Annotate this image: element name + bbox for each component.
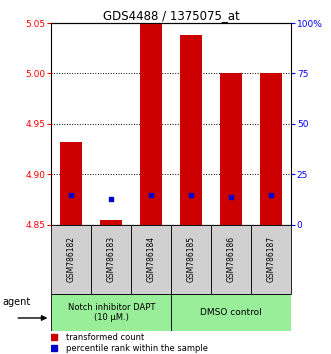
FancyBboxPatch shape — [171, 294, 291, 331]
Text: percentile rank within the sample: percentile rank within the sample — [66, 344, 208, 353]
Bar — [180, 35, 202, 225]
Text: GSM786183: GSM786183 — [107, 236, 116, 282]
FancyBboxPatch shape — [211, 225, 251, 294]
Text: GSM786184: GSM786184 — [147, 236, 156, 282]
Text: GSM786186: GSM786186 — [227, 236, 236, 282]
FancyBboxPatch shape — [171, 225, 211, 294]
FancyBboxPatch shape — [131, 225, 171, 294]
Bar — [100, 220, 122, 225]
Bar — [140, 23, 162, 225]
Text: agent: agent — [3, 297, 31, 307]
Bar — [60, 142, 82, 225]
Text: GSM786182: GSM786182 — [67, 236, 76, 282]
Bar — [260, 73, 282, 225]
FancyBboxPatch shape — [91, 225, 131, 294]
FancyBboxPatch shape — [51, 294, 171, 331]
Text: DMSO control: DMSO control — [200, 308, 262, 317]
Text: GSM786185: GSM786185 — [187, 236, 196, 282]
Text: transformed count: transformed count — [66, 333, 144, 342]
Text: Notch inhibitor DAPT
(10 μM.): Notch inhibitor DAPT (10 μM.) — [68, 303, 155, 322]
FancyBboxPatch shape — [251, 225, 291, 294]
Title: GDS4488 / 1375075_at: GDS4488 / 1375075_at — [103, 9, 240, 22]
FancyBboxPatch shape — [51, 225, 91, 294]
Bar — [220, 73, 242, 225]
Text: GSM786187: GSM786187 — [267, 236, 276, 282]
